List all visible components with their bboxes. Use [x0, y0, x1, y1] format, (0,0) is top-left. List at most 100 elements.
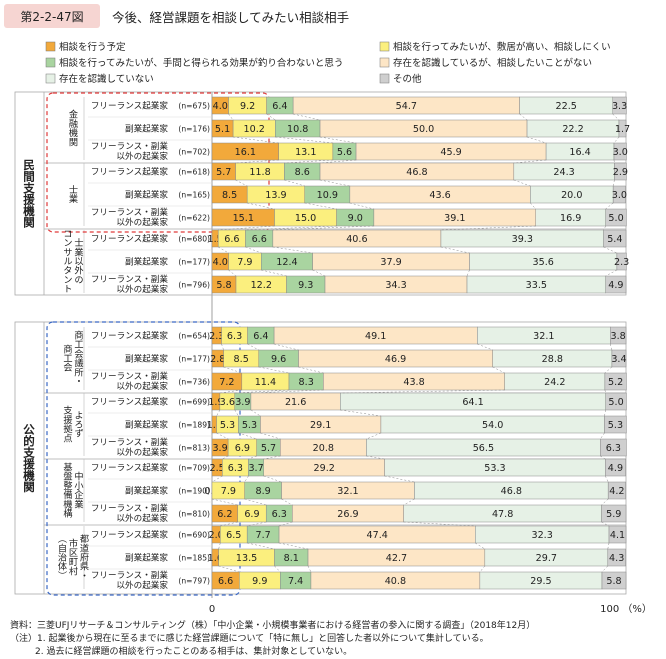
data-label: 2.5 [210, 463, 225, 474]
row-n-count: (n=622) [178, 214, 210, 223]
data-label: 5.0 [608, 213, 623, 224]
connector-line [228, 113, 234, 121]
data-label: 6.4 [272, 101, 287, 112]
subgroup-label: （自治体） [56, 534, 68, 580]
subgroup-label: 士業以外の [72, 237, 84, 284]
row-n-count: (n=797) [178, 577, 210, 586]
connector-line [603, 246, 617, 254]
data-label: 6.3 [228, 463, 243, 474]
connector-line [604, 389, 606, 394]
data-label: 39.1 [444, 213, 465, 224]
data-label: 2.3 [209, 331, 224, 342]
data-label: 3.4 [611, 354, 626, 365]
bar-segment [611, 349, 627, 368]
legend-label: 存在を認識していない [59, 73, 154, 85]
data-label: 7.2 [219, 377, 234, 388]
bar-segment [605, 275, 627, 294]
connector-line [304, 202, 337, 210]
data-label: 5.0 [608, 397, 623, 408]
data-label: 40.6 [346, 234, 367, 245]
connector-line [613, 136, 620, 144]
data-label: 3.3 [612, 101, 627, 112]
row-label: フリーランス・副業以外の起業家 [91, 436, 169, 458]
connector-line [263, 455, 281, 460]
bar-segment [613, 142, 627, 161]
connector-line [245, 246, 262, 254]
data-label: 9.9 [252, 576, 267, 587]
connector-line [604, 409, 606, 417]
data-label: 4.1 [610, 530, 625, 541]
connector-line [235, 159, 279, 164]
bars: 4.0 9.2 6.4 54.7 22.5 3.3 5.1 10.2 10.8 50.0 22.2 1… [204, 96, 630, 590]
row-label: フリーランス起業家 [91, 166, 169, 178]
data-label: 16.9 [560, 213, 581, 224]
highlight-box-private [46, 92, 270, 233]
data-label: 4.2 [609, 486, 624, 497]
row-label: フリーランス・副業以外の起業家 [91, 502, 169, 524]
connector-line [247, 343, 259, 351]
data-label: 6.3 [227, 331, 242, 342]
data-label: 33.5 [526, 280, 547, 291]
connector-line [293, 113, 321, 121]
data-label: 8.3 [299, 377, 314, 388]
connector-line [218, 246, 229, 254]
group-label: 民間支援機関 [22, 159, 36, 229]
connector-line [247, 542, 275, 550]
connector-line [284, 179, 305, 187]
connector-line [218, 542, 221, 550]
subgroup-label: 都道府県・ [78, 534, 90, 580]
data-label: 12.2 [251, 280, 272, 291]
data-label: 56.5 [473, 443, 494, 454]
connector-line [274, 565, 281, 573]
row-n-count: (n=699) [178, 398, 210, 407]
data-label: 6.6 [218, 576, 233, 587]
data-label: 3.6 [220, 397, 235, 408]
footnote: 2. 過去に経営課題の相談を行ったことのある相手は、集計対象としていない。 [35, 645, 352, 657]
connector-line [223, 366, 242, 374]
data-label: 37.9 [380, 257, 401, 268]
data-label: 9.2 [240, 101, 255, 112]
data-label: 5.8 [606, 576, 621, 587]
row-label: 副業起業家 [125, 419, 168, 431]
connector-line [250, 409, 261, 417]
data-label: 32.1 [533, 331, 554, 342]
bar-segment [618, 119, 627, 138]
data-label: 29.5 [530, 576, 551, 587]
data-label: 5.7 [216, 167, 231, 178]
data-label: 9.0 [348, 213, 363, 224]
row-n-count: (n=176) [178, 125, 210, 134]
bar-segment [601, 571, 627, 590]
data-label: 3.8 [611, 331, 626, 342]
row-label: フリーランス・副業以外の起業家 [91, 370, 169, 392]
data-label: 9.6 [271, 354, 286, 365]
data-label: 15.1 [233, 213, 254, 224]
row-label: 副業起業家 [125, 552, 168, 564]
data-label: 8.5 [222, 190, 237, 201]
connector-line [281, 498, 293, 506]
data-label: 5.3 [220, 420, 235, 431]
connector-line [216, 409, 221, 417]
legend-swatch [379, 57, 390, 68]
connector-line [440, 246, 470, 254]
data-label: 6.3 [606, 443, 621, 454]
connector-line [279, 542, 309, 550]
data-label: 4.0 [213, 257, 228, 268]
data-label: 2.8 [210, 354, 225, 365]
connector-line [235, 179, 248, 187]
data-label: 42.7 [386, 553, 407, 564]
data-label: 47.8 [492, 509, 513, 520]
subgroup-label: 商工会議所・ [72, 329, 84, 385]
row-label: 副業起業家 [125, 256, 168, 268]
row-n-count: (n=736) [178, 378, 210, 387]
connector-line [312, 269, 326, 277]
connector-line [601, 565, 608, 573]
row-label: フリーランス起業家 [91, 330, 169, 342]
data-label: 15.0 [295, 213, 316, 224]
connector-line [261, 269, 287, 277]
connector-line [244, 498, 267, 506]
data-label: 21.6 [285, 397, 306, 408]
bar-segment [604, 415, 627, 434]
data-label: 32.1 [337, 486, 358, 497]
legend-swatch [45, 73, 56, 84]
row-label: 副業起業家 [125, 485, 168, 497]
